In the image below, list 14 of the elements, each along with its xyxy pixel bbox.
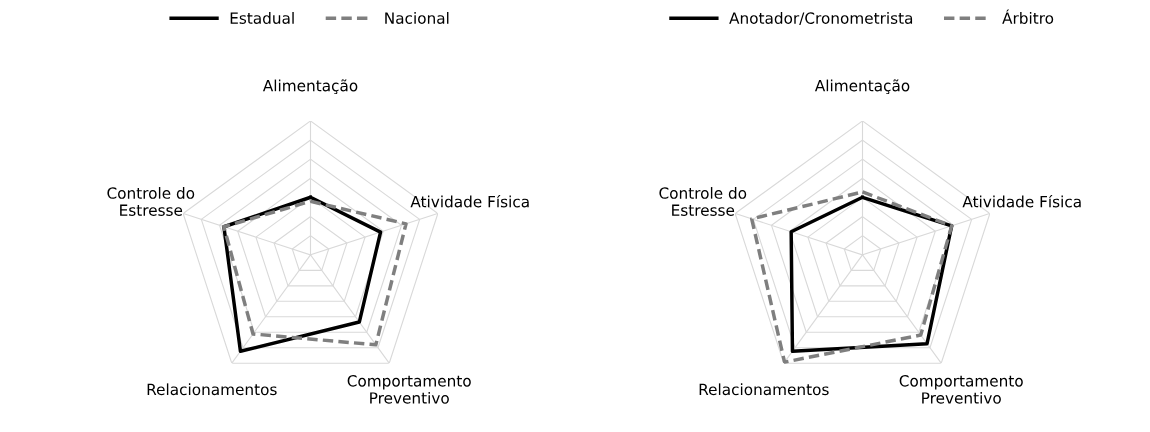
- spoke-label: Relacionamentos: [147, 383, 277, 396]
- legend-label: Estadual: [230, 12, 294, 24]
- spoke-label: Comportamento Preventivo: [347, 375, 471, 404]
- spoke-label: Atividade Física: [410, 194, 529, 208]
- spoke-label: Controle do Estresse: [107, 187, 195, 216]
- spoke-label: Comportamento Preventivo: [899, 375, 1023, 404]
- spoke-label: Controle do Estresse: [659, 187, 747, 216]
- legend-label: Árbitro: [1002, 9, 1054, 24]
- spoke-label: Relacionamentos: [699, 383, 829, 396]
- spoke-label: Alimentação: [814, 79, 910, 95]
- legend-label: Nacional: [385, 12, 449, 24]
- spoke-label: Alimentação: [262, 79, 358, 95]
- legend-label: Anotador/Cronometrista: [729, 12, 913, 26]
- spoke-label: Atividade Física: [962, 194, 1081, 208]
